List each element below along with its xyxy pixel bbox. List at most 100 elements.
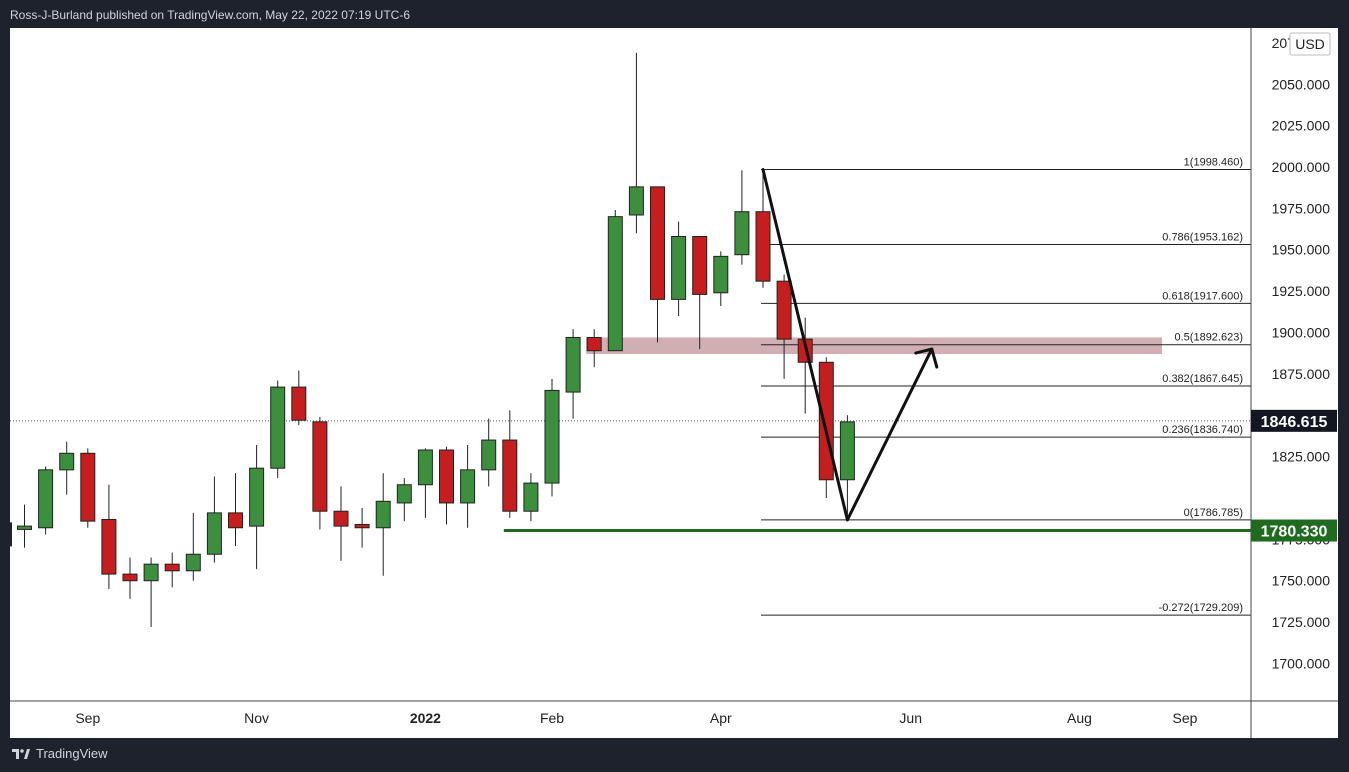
candle: [101, 484, 117, 589]
candle: [59, 441, 75, 495]
candle-body: [734, 211, 750, 256]
y-tick-label: 2000.000: [1272, 159, 1331, 175]
candle-body: [80, 452, 96, 522]
candle: [143, 557, 159, 628]
candle-body: [185, 553, 201, 572]
candle-body: [38, 469, 54, 529]
y-tick-label: 1750.000: [1272, 573, 1331, 589]
candle: [206, 476, 222, 563]
candle: [839, 415, 855, 520]
trend-line: [761, 168, 849, 522]
currency-label: USD: [1295, 36, 1325, 52]
candle: [671, 221, 687, 316]
last-price-tag: 1846.615: [1261, 414, 1328, 431]
candle-body: [671, 236, 687, 300]
candle: [38, 466, 54, 535]
fib-level-label: 0.5(1892.623): [1175, 332, 1244, 344]
candle: [354, 507, 370, 548]
tradingview-logo-icon: [12, 749, 30, 759]
candle-body: [755, 211, 771, 282]
currency-badge: [1289, 32, 1331, 56]
candle-body: [839, 421, 855, 481]
candle-body: [523, 482, 539, 512]
candle: [523, 473, 539, 522]
last-price-tag-box: [1251, 409, 1337, 432]
y-tick-label: 1875.000: [1272, 366, 1331, 382]
tradingview-brand: TradingView: [36, 746, 108, 761]
candle-body: [481, 439, 497, 471]
candlestick-chart[interactable]: 1(1998.460) 0.786(1953.162) 0.618(1917.600…: [10, 28, 1338, 738]
candle-body: [249, 467, 265, 527]
y-tick-label: 1975.000: [1272, 200, 1331, 216]
candle-body: [291, 386, 307, 421]
candle-body: [565, 336, 581, 393]
x-tick-label: Apr: [710, 710, 732, 726]
candle: [17, 504, 32, 548]
candle-body: [59, 452, 75, 471]
candle-body: [333, 510, 349, 527]
candle: [460, 445, 476, 528]
candle: [439, 446, 454, 525]
candle-body: [417, 449, 433, 486]
x-tick-label: Aug: [1067, 710, 1092, 726]
y-tick-label: 1950.000: [1272, 242, 1331, 258]
candle: [628, 52, 644, 234]
x-tick-label: Sep: [75, 710, 100, 726]
y-tick-label: 2025.000: [1272, 118, 1331, 134]
candle: [755, 170, 771, 288]
candle-body: [228, 512, 243, 529]
candle: [544, 378, 560, 497]
y-tick-label: 1725.000: [1272, 614, 1331, 630]
candle: [375, 473, 391, 576]
candle-body: [818, 361, 834, 481]
resistance-zone: [586, 337, 1162, 355]
candle-body: [101, 518, 117, 575]
candle: [481, 418, 497, 487]
support-price-tag-box: [1251, 519, 1337, 542]
candle-body: [607, 216, 623, 352]
candle: [776, 274, 792, 379]
fib-level-label: 0.382(1867.645): [1162, 373, 1243, 385]
candle: [692, 236, 708, 350]
candle-body: [586, 336, 602, 352]
candle-body: [544, 389, 560, 484]
x-tick-label: Jun: [899, 710, 922, 726]
chart-frame[interactable]: 1(1998.460) 0.786(1953.162) 0.618(1917.600…: [10, 28, 1338, 738]
candle-body: [270, 386, 286, 469]
candle: [502, 410, 518, 518]
candle-body: [375, 500, 391, 529]
candle: [291, 370, 307, 426]
candle-body: [692, 236, 708, 295]
y-tick-label: 1900.000: [1272, 324, 1331, 340]
candle: [80, 448, 96, 528]
candle: [734, 170, 750, 265]
candle-body: [206, 512, 222, 555]
candle: [586, 329, 602, 368]
fib-level-label: -0.272(1729.209): [1159, 602, 1243, 614]
support-price-tag: 1780.330: [1261, 524, 1328, 541]
candle-body: [650, 186, 665, 300]
x-tick-label: Nov: [244, 710, 269, 726]
candle: [228, 473, 243, 546]
candle-body: [713, 255, 729, 294]
candle-body: [312, 421, 328, 512]
fib-level-label: 0.786(1953.162): [1162, 232, 1243, 244]
x-tick-label: Feb: [540, 710, 564, 726]
candle-body: [502, 439, 518, 512]
candle-body: [396, 484, 412, 504]
candle-body: [439, 449, 454, 504]
x-tick-label: 2022: [410, 710, 441, 726]
candle: [185, 512, 201, 581]
candle-body: [460, 469, 476, 504]
y-tick-label: 1825.000: [1272, 449, 1331, 465]
candle: [333, 486, 349, 561]
projection-arrowhead: [914, 347, 939, 369]
y-tick-label: 2050.000: [1272, 76, 1331, 92]
fib-level-label: 1(1998.460): [1184, 157, 1243, 169]
candle-body: [143, 563, 159, 582]
candle: [565, 329, 581, 419]
tradingview-footer: TradingView: [12, 745, 108, 763]
candle-body: [164, 563, 180, 572]
candle: [270, 380, 286, 479]
fib-level-label: 0(1786.785): [1184, 507, 1243, 519]
